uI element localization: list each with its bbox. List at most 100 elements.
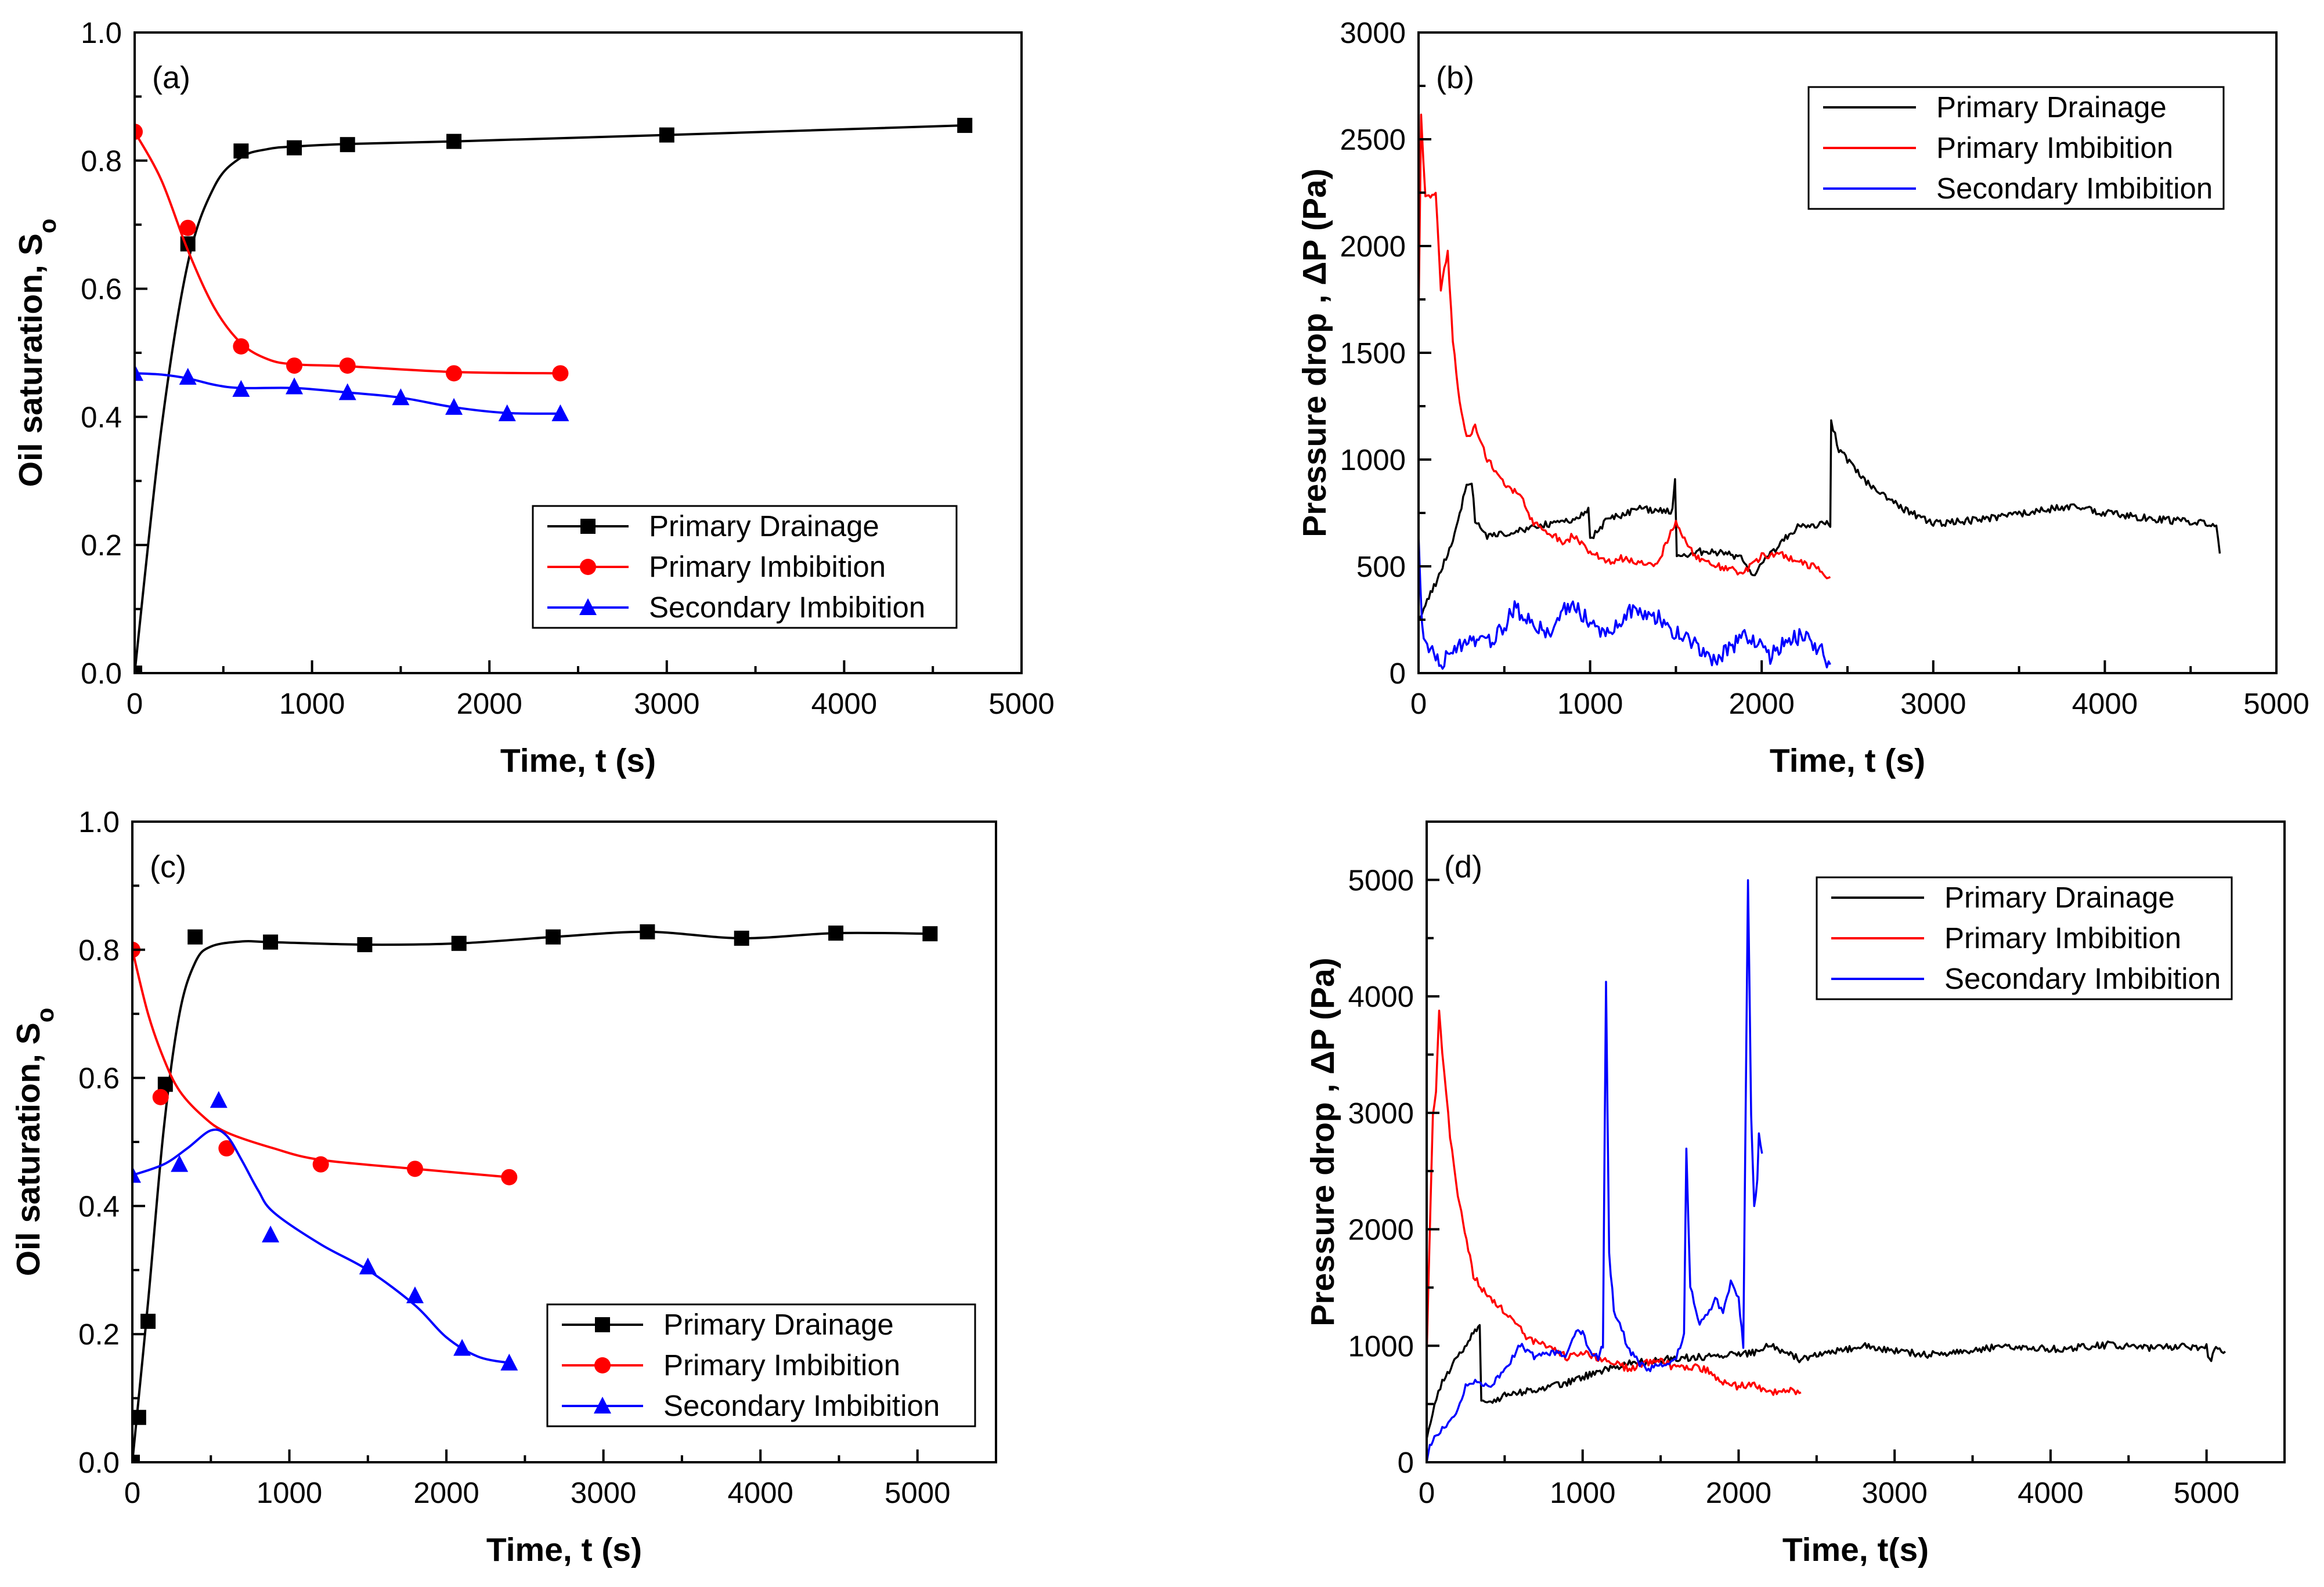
legend-label-primary-imbibition: Primary Imbibition — [663, 1349, 900, 1382]
y-tick-label: 1.0 — [78, 805, 120, 838]
x-tick-label: 1000 — [1557, 687, 1623, 720]
series-line-primary-imbibition — [1427, 1010, 1802, 1396]
x-tick-label: 2000 — [456, 687, 522, 720]
data-point-secondary-imbibition — [179, 367, 197, 385]
legend-marker-primary-drainage — [595, 1317, 610, 1332]
y-tick-label: 2500 — [1340, 123, 1406, 156]
x-tick-label: 1000 — [1550, 1476, 1615, 1509]
y-tick-label: 1000 — [1348, 1329, 1414, 1362]
legend-label-primary-drainage: Primary Drainage — [1936, 91, 2167, 124]
legend-marker-secondary-imbibition — [594, 1397, 611, 1414]
data-point-primary-drainage — [828, 926, 844, 941]
x-tick-label: 5000 — [885, 1476, 950, 1509]
data-point-primary-drainage — [287, 140, 302, 156]
data-point-primary-imbibition — [135, 124, 143, 140]
y-tick-label: 1500 — [1340, 337, 1406, 370]
plot-area — [1427, 879, 2226, 1462]
data-point-secondary-imbibition — [171, 1155, 189, 1172]
legend-label-primary-imbibition: Primary Imbibition — [1944, 921, 2181, 955]
x-axis-title: Time, t (s) — [1770, 742, 1925, 779]
data-point-primary-drainage — [340, 137, 355, 153]
plot-frame — [1426, 820, 2286, 1463]
legend-label-secondary-imbibition: Secondary Imbibition — [1936, 172, 2213, 205]
x-axis-title: Time, t (s) — [500, 742, 656, 779]
x-tick-label: 3000 — [1900, 687, 1966, 720]
data-point-primary-drainage — [957, 118, 973, 133]
x-tick-label: 3000 — [1861, 1476, 1927, 1509]
y-tick-label: 0.4 — [78, 1190, 120, 1223]
legend-label-secondary-imbibition: Secondary Imbibition — [649, 591, 925, 624]
data-point-primary-drainage — [132, 1455, 140, 1462]
panel-label: (d) — [1444, 849, 1482, 884]
x-tick-label: 4000 — [811, 687, 877, 720]
x-tick-label: 4000 — [2018, 1476, 2083, 1509]
x-tick-label: 0 — [1410, 687, 1427, 720]
data-point-primary-imbibition — [218, 1140, 235, 1157]
data-point-primary-drainage — [451, 935, 467, 951]
y-tick-label: 0.4 — [81, 400, 122, 433]
plot-area — [135, 118, 973, 673]
data-point-primary-drainage — [135, 666, 142, 673]
y-tick-label: 0.2 — [81, 529, 122, 562]
legend-label-primary-imbibition: Primary Imbibition — [649, 550, 886, 583]
series-line-secondary-imbibition — [1427, 879, 1763, 1462]
legend-marker-secondary-imbibition — [579, 598, 597, 615]
y-tick-label: 500 — [1356, 550, 1406, 583]
data-point-primary-drainage — [922, 926, 938, 942]
y-tick-label: 3000 — [1340, 16, 1406, 49]
data-point-secondary-imbibition — [359, 1257, 377, 1275]
data-point-secondary-imbibition — [498, 404, 516, 421]
x-tick-label: 5000 — [2174, 1476, 2239, 1509]
x-tick-label: 3000 — [634, 687, 699, 720]
y-axis-title: Pressure drop , ΔP (Pa) — [1296, 168, 1333, 537]
series-line-primary-drainage — [1419, 419, 2221, 621]
y-tick-label: 4000 — [1348, 980, 1414, 1013]
legend-label-primary-drainage: Primary Drainage — [1944, 881, 2175, 914]
data-point-secondary-imbibition — [500, 1353, 518, 1371]
series-line-primary-drainage — [1427, 1324, 2226, 1440]
data-point-primary-imbibition — [339, 357, 356, 374]
legend-label-primary-drainage: Primary Drainage — [649, 509, 879, 543]
y-axis-title: Oil saturation, So — [10, 1008, 59, 1277]
data-point-primary-drainage — [659, 127, 674, 143]
x-tick-label: 4000 — [727, 1476, 793, 1509]
data-point-primary-drainage — [187, 929, 203, 945]
data-point-primary-drainage — [233, 143, 249, 159]
series-line-secondary-imbibition — [132, 1128, 510, 1364]
data-point-secondary-imbibition — [135, 364, 143, 381]
legend-marker-primary-imbibition — [580, 559, 596, 575]
data-point-secondary-imbibition — [453, 1339, 471, 1356]
x-tick-label: 0 — [1419, 1476, 1435, 1509]
series-line-primary-imbibition — [135, 131, 561, 375]
x-axis-title: Time, t (s) — [486, 1531, 642, 1568]
x-tick-label: 1000 — [279, 687, 345, 720]
x-tick-label: 4000 — [2072, 687, 2138, 720]
x-axis-title: Time, t(s) — [1782, 1531, 1929, 1568]
y-tick-label: 3000 — [1348, 1097, 1414, 1130]
data-point-primary-drainage — [132, 1409, 146, 1425]
data-point-primary-drainage — [263, 934, 279, 950]
y-tick-label: 0 — [1398, 1446, 1414, 1479]
data-point-primary-imbibition — [552, 365, 569, 382]
y-tick-label: 2000 — [1340, 230, 1406, 263]
data-point-primary-imbibition — [179, 219, 196, 236]
x-tick-label: 5000 — [2243, 687, 2309, 720]
panel-label: (a) — [152, 60, 190, 95]
y-tick-label: 0.6 — [78, 1062, 120, 1095]
y-tick-label: 0.0 — [81, 657, 122, 690]
legend-label-secondary-imbibition: Secondary Imbibition — [663, 1389, 940, 1422]
data-point-secondary-imbibition — [286, 377, 304, 395]
data-point-primary-drainage — [446, 133, 462, 149]
legend-label-primary-drainage: Primary Drainage — [663, 1308, 894, 1341]
data-point-primary-imbibition — [233, 338, 250, 355]
y-tick-label: 2000 — [1348, 1213, 1414, 1246]
y-tick-label: 5000 — [1348, 863, 1414, 896]
legend: Primary Drainage Primary Imbibition Second… — [546, 1303, 976, 1427]
y-tick-label: 1.0 — [81, 16, 122, 49]
panel-label: (b) — [1436, 60, 1474, 95]
y-tick-label: 0.8 — [81, 144, 122, 178]
data-point-secondary-imbibition — [132, 1166, 141, 1183]
data-point-secondary-imbibition — [338, 383, 356, 400]
legend-label-primary-imbibition: Primary Imbibition — [1936, 131, 2173, 164]
data-point-primary-drainage — [357, 937, 373, 952]
